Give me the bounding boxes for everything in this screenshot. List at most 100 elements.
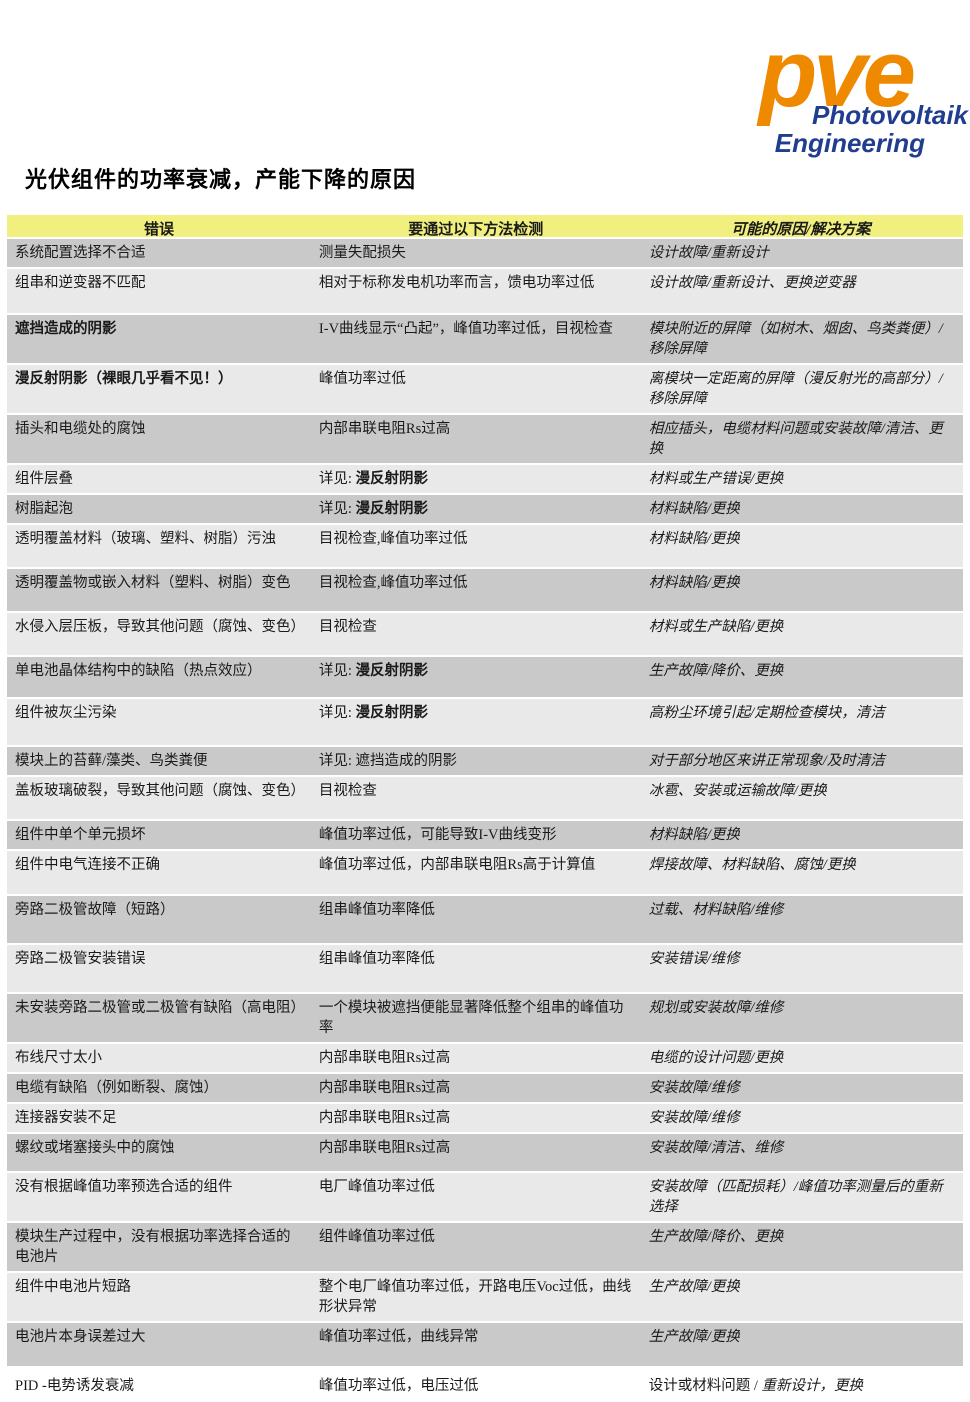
detection-cell: 峰值功率过低，电压过低 bbox=[313, 1372, 643, 1400]
cause-text: 相应插头，电缆材料问题或安装故障/清洁、更换 bbox=[648, 421, 943, 457]
cause-text: 材料或生产缺陷/更换 bbox=[648, 619, 784, 635]
detection-cell: 详见: 漫反射阴影 bbox=[313, 699, 643, 745]
detection-cell: 一个模块被遮挡便能显著降低整个组串的峰值功率 bbox=[313, 994, 643, 1042]
detection-cell: 内部串联电阻Rs过高 bbox=[313, 1104, 643, 1132]
table-row: 组件层叠 详见: 漫反射阴影 材料或生产错误/更换 bbox=[7, 465, 963, 493]
error-cell: 连接器安装不足 bbox=[15, 1110, 117, 1126]
error-cell: 旁路二极管故障（短路） bbox=[15, 902, 175, 918]
detection-text: 峰值功率过低，可能导致I-V曲线变形 bbox=[318, 827, 557, 843]
cause-text: 生产故障/降价、更换 bbox=[648, 663, 784, 679]
error-cell: 螺纹或堵塞接头中的腐蚀 bbox=[15, 1140, 175, 1156]
cause-cell: 高粉尘环境引起/定期检查模块，清洁 bbox=[643, 699, 963, 745]
detection-cell: 内部串联电阻Rs过高 bbox=[313, 1074, 643, 1102]
table-row: 电池片本身误差过大 峰值功率过低，曲线异常 生产故障/更换 bbox=[7, 1323, 963, 1366]
cause-cell: 模块附近的屏障（如树木、烟囱、鸟类粪便）/移除屏障 bbox=[643, 315, 963, 363]
error-cell: 电池片本身误差过大 bbox=[15, 1329, 146, 1345]
table-row: 组件中电池片短路 整个电厂峰值功率过低，开路电压Voc过低，曲线形状异常 生产故障/… bbox=[7, 1273, 963, 1321]
page: { "logo": { "brand": "pve", "line1": "Ph… bbox=[7, 25, 968, 1394]
table-row: 没有根据峰值功率预选合适的组件 电厂峰值功率过低 安装故障（匹配损耗）/峰值功率测量… bbox=[7, 1173, 963, 1221]
cause-text: 焊接故障、材料缺陷、腐蚀/更换 bbox=[648, 857, 856, 873]
detection-cell: 目视检查,峰值功率过低 bbox=[313, 525, 643, 567]
table-row: 模块生产过程中，没有根据功率选择合适的电池片 组件峰值功率过低 生产故障/降价、更换 bbox=[7, 1223, 963, 1271]
detection-cell: 详见: 漫反射阴影 bbox=[313, 495, 643, 523]
table-row: PID -电势诱发衰减 峰值功率过低，电压过低 设计或材料问题 / 重新设计，更换 bbox=[7, 1372, 963, 1400]
cause-text: 安装故障/清洁、维修 bbox=[648, 1140, 784, 1156]
detection-text: 目视检查 bbox=[318, 619, 377, 635]
cause-cell: 生产故障/降价、更换 bbox=[643, 657, 963, 697]
detection-text: 详见: bbox=[318, 471, 356, 487]
cause-text: 对于部分地区来讲正常现象/及时清洁 bbox=[648, 753, 885, 769]
error-cell: 组件中电气连接不正确 bbox=[15, 857, 160, 873]
table-row: 盖板玻璃破裂，导致其他问题（腐蚀、变色） 目视检查 冰雹、安装或运输故障/更换 bbox=[7, 777, 963, 819]
detection-cell: 整个电厂峰值功率过低，开路电压Voc过低，曲线形状异常 bbox=[313, 1273, 643, 1321]
table-row: 漫反射阴影（裸眼几乎看不见！） 峰值功率过低 离模块一定距离的屏障（漫反射光的高部分… bbox=[7, 365, 963, 413]
detection-text: 峰值功率过低，曲线异常 bbox=[318, 1329, 479, 1345]
error-cell: 组件层叠 bbox=[15, 471, 73, 487]
cause-text: 设计故障/重新设计 bbox=[648, 245, 769, 261]
table-row: 系统配置选择不合适 测量失配损失 设计故障/重新设计 bbox=[7, 239, 963, 267]
detection-text: 组串峰值功率降低 bbox=[318, 902, 435, 918]
detection-text: 组件峰值功率过低 bbox=[318, 1229, 435, 1245]
cause-text: 材料缺陷/更换 bbox=[648, 501, 740, 517]
cause-cell: 材料缺陷/更换 bbox=[643, 525, 963, 567]
table-row: 单电池晶体结构中的缺陷（热点效应） 详见: 漫反射阴影 生产故障/降价、更换 bbox=[7, 657, 963, 697]
page-title: 光伏组件的功率衰减，产能下降的原因 bbox=[25, 167, 417, 192]
detection-cell: 详见: 漫反射阴影 bbox=[313, 657, 643, 697]
table-row: 未安装旁路二极管或二极管有缺陷（高电阻） 一个模块被遮挡便能显著降低整个组串的峰值… bbox=[7, 994, 963, 1042]
detection-cell: 峰值功率过低，内部串联电阻Rs高于计算值 bbox=[313, 851, 643, 894]
table-row: 遮挡造成的阴影 I-V曲线显示“凸起”，峰值功率过低，目视检查 模块附近的屏障（如树… bbox=[7, 315, 963, 363]
error-cell: 模块上的苔藓/藻类、鸟类粪便 bbox=[15, 753, 208, 769]
error-cell: 遮挡造成的阴影 bbox=[15, 321, 117, 337]
cause-cell: 设计故障/重新设计 bbox=[643, 239, 963, 267]
detection-text: I-V曲线显示“凸起”，峰值功率过低，目视检查 bbox=[318, 321, 613, 337]
detection-text: 详见: 遮挡造成的阴影 bbox=[318, 753, 458, 769]
detection-text: 组串峰值功率降低 bbox=[318, 951, 435, 967]
error-cell: 系统配置选择不合适 bbox=[15, 245, 146, 261]
cause-cell: 材料缺陷/更换 bbox=[643, 821, 963, 849]
detection-text: 电厂峰值功率过低 bbox=[318, 1179, 435, 1195]
cause-text: 安装错误/维修 bbox=[648, 951, 740, 967]
cause-cell: 规划或安装故障/维修 bbox=[643, 994, 963, 1042]
detection-text: 详见: bbox=[318, 663, 356, 679]
detection-cell: 组串峰值功率降低 bbox=[313, 945, 643, 992]
cause-cell: 焊接故障、材料缺陷、腐蚀/更换 bbox=[643, 851, 963, 894]
table-row: 连接器安装不足 内部串联电阻Rs过高 安装故障/维修 bbox=[7, 1104, 963, 1132]
error-cell: 电缆有缺陷（例如断裂、腐蚀） bbox=[15, 1080, 218, 1096]
detection-cell: 目视检查 bbox=[313, 777, 643, 819]
table-row: 透明覆盖物或嵌入材料（塑料、树脂）变色 目视检查,峰值功率过低 材料缺陷/更换 bbox=[7, 569, 963, 611]
header-detection: 要通过以下方法检测 bbox=[408, 222, 544, 238]
error-cell: 单电池晶体结构中的缺陷（热点效应） bbox=[15, 663, 262, 679]
cause-cell: 相应插头，电缆材料问题或安装故障/清洁、更换 bbox=[643, 415, 963, 463]
detection-cell: 测量失配损失 bbox=[313, 239, 643, 267]
cause-text: 重新设计，更换 bbox=[761, 1378, 864, 1394]
cause-cell: 设计或材料问题 / 重新设计，更换 bbox=[643, 1372, 963, 1400]
cause-cell: 生产故障/降价、更换 bbox=[643, 1223, 963, 1271]
cause-text: 生产故障/更换 bbox=[648, 1329, 740, 1345]
table-row: 模块上的苔藓/藻类、鸟类粪便 详见: 遮挡造成的阴影 对于部分地区来讲正常现象/及时… bbox=[7, 747, 963, 775]
error-cell: 透明覆盖物或嵌入材料（塑料、树脂）变色 bbox=[15, 575, 291, 591]
cause-text: 电缆的设计问题/更换 bbox=[648, 1050, 784, 1066]
error-cell: 模块生产过程中，没有根据功率选择合适的电池片 bbox=[15, 1229, 291, 1265]
cause-text: 安装故障（匹配损耗）/峰值功率测量后的重新选择 bbox=[648, 1179, 943, 1215]
cause-cell: 安装故障（匹配损耗）/峰值功率测量后的重新选择 bbox=[643, 1173, 963, 1221]
detection-cell: 目视检查,峰值功率过低 bbox=[313, 569, 643, 611]
error-cell: 布线尺寸太小 bbox=[15, 1050, 102, 1066]
detection-reference-text: 漫反射阴影 bbox=[355, 471, 429, 487]
cause-cell: 安装故障/维修 bbox=[643, 1104, 963, 1132]
table-row: 组件被灰尘污染 详见: 漫反射阴影 高粉尘环境引起/定期检查模块，清洁 bbox=[7, 699, 963, 745]
cause-cell: 安装错误/维修 bbox=[643, 945, 963, 992]
detection-text: 内部串联电阻Rs过高 bbox=[318, 1110, 451, 1126]
detection-cell: 详见: 漫反射阴影 bbox=[313, 465, 643, 493]
error-cell: 水侵入层压板，导致其他问题（腐蚀、变色） bbox=[15, 619, 305, 635]
detection-cell: 目视检查 bbox=[313, 613, 643, 655]
cause-text: 生产故障/降价、更换 bbox=[648, 1229, 784, 1245]
table-row: 组串和逆变器不匹配 相对于标称发电机功率而言，馈电功率过低 设计故障/重新设计、更换… bbox=[7, 269, 963, 313]
table-row: 螺纹或堵塞接头中的腐蚀 内部串联电阻Rs过高 安装故障/清洁、维修 bbox=[7, 1134, 963, 1171]
cause-text: 离模块一定距离的屏障（漫反射光的高部分）/移除屏障 bbox=[648, 371, 943, 407]
cause-cell: 安装故障/维修 bbox=[643, 1074, 963, 1102]
cause-text: 过载、材料缺陷/维修 bbox=[648, 902, 784, 918]
detection-cell: 组串峰值功率降低 bbox=[313, 896, 643, 943]
table-row: 插头和电缆处的腐蚀 内部串联电阻Rs过高 相应插头，电缆材料问题或安装故障/清洁、更… bbox=[7, 415, 963, 463]
table-row: 电缆有缺陷（例如断裂、腐蚀） 内部串联电阻Rs过高 安装故障/维修 bbox=[7, 1074, 963, 1102]
cause-cell: 材料缺陷/更换 bbox=[643, 495, 963, 523]
